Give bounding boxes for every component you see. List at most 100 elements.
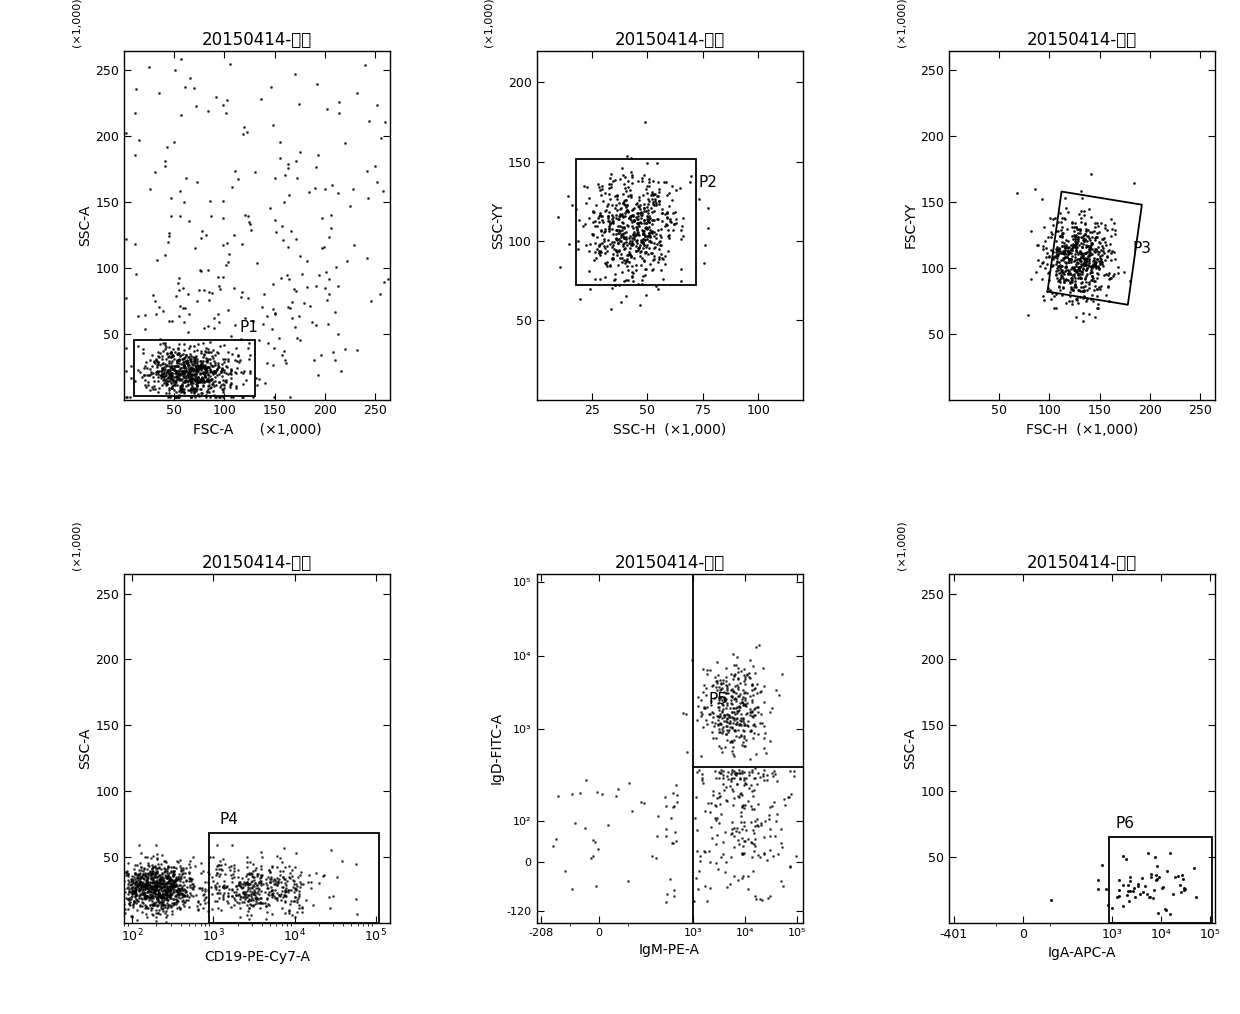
Point [281, 310, 301, 327]
Point [754, 730, 774, 746]
Point [162, 380, 182, 396]
Point [632, 234, 652, 250]
Point [620, 245, 640, 262]
Point [1047, 263, 1066, 279]
Point [260, 874, 280, 890]
Point [123, 871, 143, 887]
Point [1059, 250, 1079, 267]
Point [631, 258, 651, 274]
Point [703, 677, 723, 694]
Point [622, 207, 642, 223]
Point [1059, 245, 1079, 262]
Point [207, 865, 227, 881]
Point [630, 240, 650, 257]
Point [642, 262, 662, 278]
Point [139, 876, 159, 892]
Point [263, 882, 283, 898]
Point [129, 879, 149, 895]
Point [179, 370, 198, 386]
Point [745, 665, 765, 681]
Point [201, 193, 221, 209]
Point [164, 863, 184, 879]
Point [217, 359, 237, 375]
Point [744, 837, 764, 853]
Point [284, 281, 304, 297]
Point [1073, 239, 1092, 256]
Point [627, 205, 647, 221]
Point [598, 197, 618, 213]
Point [156, 870, 176, 886]
Point [635, 245, 655, 262]
Point [635, 115, 655, 131]
Point [707, 708, 727, 724]
Point [696, 877, 715, 893]
Point [559, 236, 579, 252]
Point [167, 366, 187, 382]
Point [732, 804, 751, 820]
Point [1071, 248, 1091, 265]
Point [139, 881, 159, 897]
Point [203, 342, 223, 358]
Point [780, 859, 800, 875]
Point [176, 363, 196, 379]
Point [733, 710, 753, 726]
Point [1074, 257, 1094, 273]
Point [246, 890, 265, 907]
Point [598, 210, 618, 226]
Point [114, 896, 134, 913]
Point [1081, 209, 1101, 225]
Point [1137, 886, 1157, 902]
Point [279, 156, 299, 172]
Point [129, 882, 149, 898]
Point [160, 879, 180, 895]
Point [143, 381, 162, 397]
Point [136, 899, 156, 916]
Point [257, 875, 277, 891]
Point [598, 231, 618, 247]
Point [1071, 252, 1091, 269]
Point [151, 370, 171, 386]
Point [159, 369, 179, 385]
Point [268, 884, 288, 900]
Point [148, 865, 167, 881]
Point [131, 884, 151, 900]
Point [706, 668, 725, 684]
Point [145, 888, 165, 904]
Point [144, 863, 164, 879]
Point [138, 857, 157, 873]
Point [635, 226, 655, 242]
Point [1049, 265, 1069, 281]
Point [191, 359, 211, 375]
Point [1068, 270, 1087, 286]
Point [639, 214, 658, 230]
Point [136, 876, 156, 892]
Point [184, 361, 203, 377]
Point [148, 366, 167, 382]
Point [141, 863, 161, 879]
Point [660, 185, 680, 201]
Point [711, 765, 730, 781]
Point [733, 722, 753, 738]
Point [136, 879, 156, 895]
Point [1070, 270, 1090, 286]
Point [616, 272, 636, 288]
Point [117, 363, 136, 379]
Point [253, 894, 273, 911]
Point [210, 366, 229, 382]
Point [186, 886, 206, 902]
Point [172, 364, 192, 380]
Point [579, 210, 599, 226]
Point [181, 353, 201, 369]
Point [1094, 240, 1114, 257]
Point [1076, 251, 1096, 268]
Point [1050, 252, 1070, 269]
Point [140, 180, 160, 197]
Point [600, 215, 620, 231]
Point [224, 890, 244, 907]
Point [1060, 275, 1080, 291]
Point [171, 858, 191, 874]
Point [639, 214, 658, 230]
Point [734, 697, 754, 713]
Point [122, 908, 141, 924]
Point [739, 764, 759, 780]
